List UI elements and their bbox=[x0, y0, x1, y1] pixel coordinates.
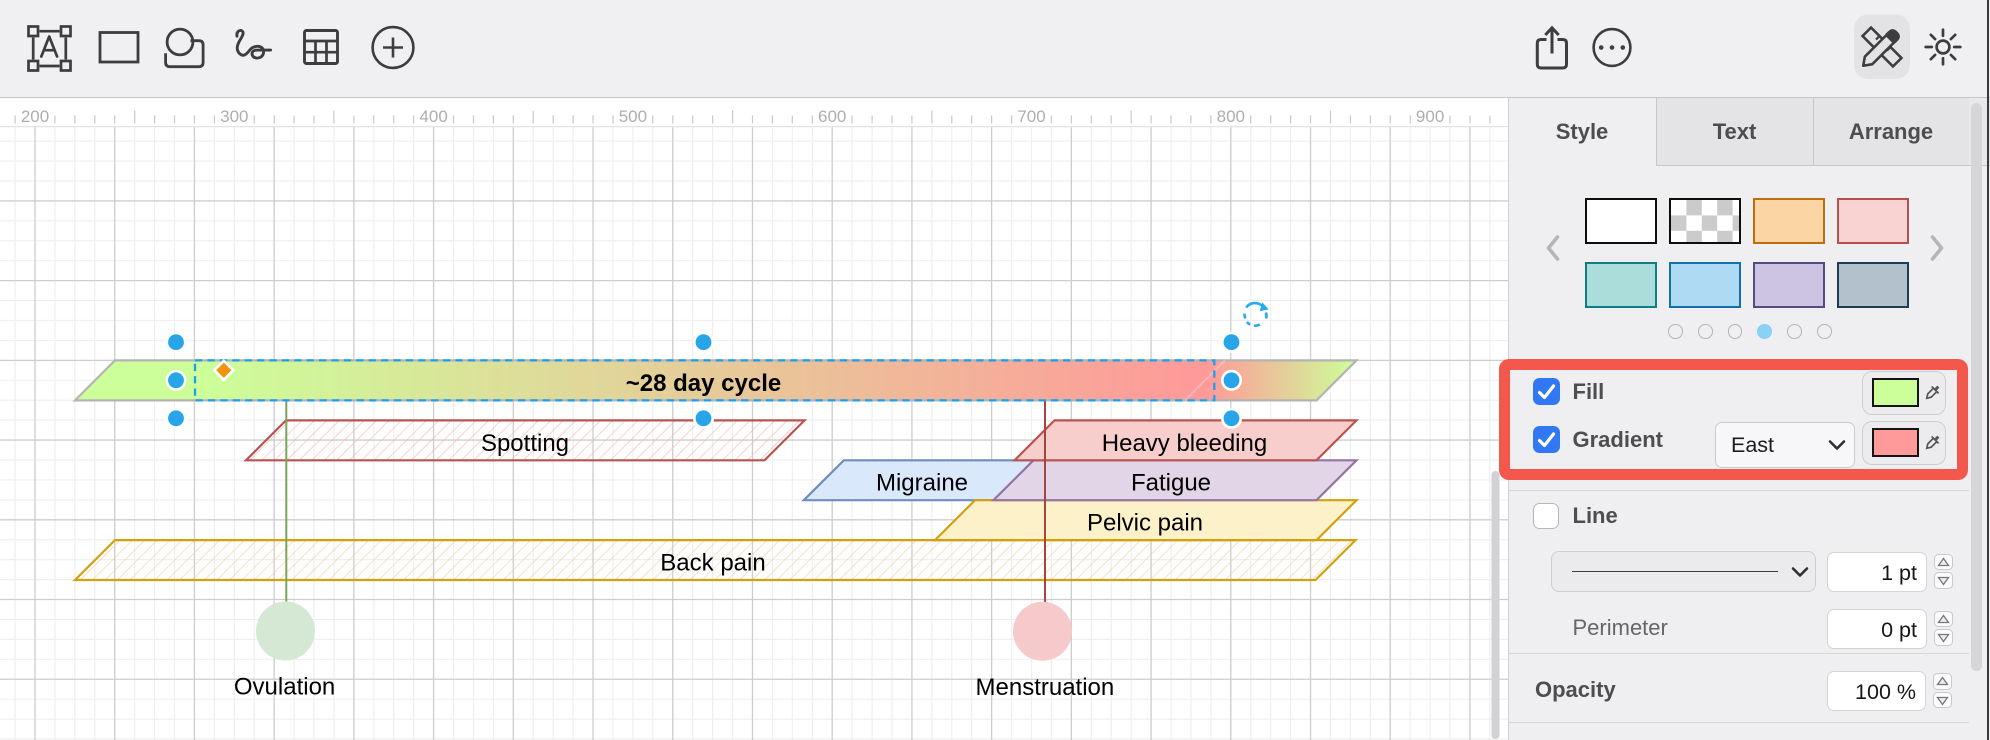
svg-text:200: 200 bbox=[21, 107, 49, 126]
svg-text:500: 500 bbox=[619, 107, 647, 126]
svg-text:800: 800 bbox=[1217, 107, 1245, 126]
svg-text:900: 900 bbox=[1416, 107, 1444, 126]
svg-text:300: 300 bbox=[220, 107, 248, 126]
svg-text:Back pain: Back pain bbox=[660, 549, 765, 576]
svg-text:400: 400 bbox=[419, 107, 447, 126]
svg-text:Fatigue: Fatigue bbox=[1131, 470, 1211, 497]
svg-text:700: 700 bbox=[1017, 107, 1045, 126]
svg-text:Migraine: Migraine bbox=[876, 470, 968, 497]
svg-text:Ovulation: Ovulation bbox=[234, 673, 335, 700]
svg-text:Heavy bleeding: Heavy bleeding bbox=[1102, 430, 1267, 457]
svg-text:600: 600 bbox=[818, 107, 846, 126]
svg-text:Spotting: Spotting bbox=[481, 430, 569, 457]
svg-text:Pelvic pain: Pelvic pain bbox=[1087, 510, 1203, 537]
svg-text:Menstruation: Menstruation bbox=[976, 674, 1115, 701]
svg-text:~28 day cycle: ~28 day cycle bbox=[626, 370, 781, 397]
